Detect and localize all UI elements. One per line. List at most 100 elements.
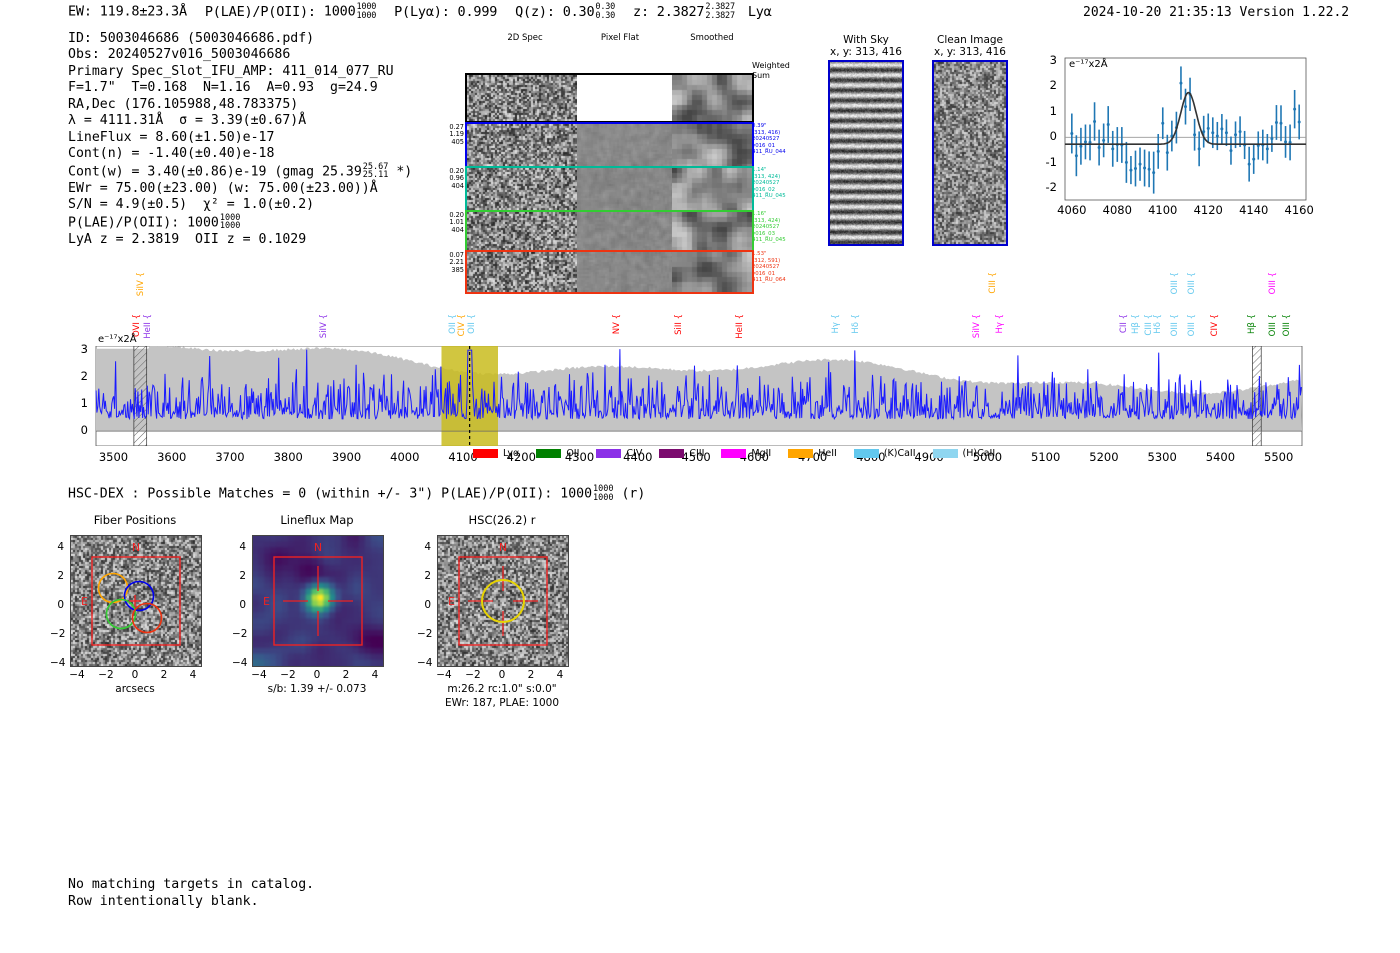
spectrum-xtick: 5000	[972, 450, 1003, 464]
fit-plot-ytick: 2	[1049, 78, 1057, 93]
thumbnail-coords: x, y: 313, 416	[934, 46, 1006, 58]
legend-item: OII	[536, 448, 579, 459]
spectrum-ytick: 3	[80, 342, 88, 357]
emission-line-label: OIII {	[1169, 314, 1180, 337]
aperture-circle	[481, 579, 525, 623]
meta-line-plae: P(LAE)/P(OII): 1000 1000 1000	[68, 213, 412, 232]
z-tag: Lyα	[747, 3, 772, 20]
svg-text:E: E	[81, 595, 88, 608]
cutout-row	[465, 166, 754, 212]
meta-line-lambda: λ = 4111.31Å σ = 3.39(±0.67)Å	[68, 113, 307, 129]
legend-label: OII	[566, 448, 580, 459]
cutout-row-stat: 405	[451, 137, 464, 146]
weighted-sum-label-1: Weighted	[752, 61, 790, 70]
cont-w-lo: 25.11	[362, 170, 389, 181]
hsc-summary-pre: HSC-DEX : Possible Matches = 0 (within +…	[68, 486, 593, 502]
cont-w-pre: Cont(w) = 3.40(±0.86)e-19 (gmag 25.39	[68, 164, 362, 180]
cutout-row-info-line: (313, 416)	[752, 129, 781, 136]
meta-line-cont-n: Cont(n) = -1.40(±0.40)e-18	[68, 146, 275, 162]
panel-xtick: −4	[251, 669, 267, 681]
meta-line-radec: RA,Dec (176.105988,48.783375)	[68, 96, 299, 112]
legend-item: Lyα	[473, 448, 519, 459]
fit-plot-ytick: 1	[1049, 103, 1057, 118]
cutout-row-stats: 0.27 1.19 405	[440, 123, 464, 146]
emission-line-label: CIV {	[456, 314, 467, 337]
legend-swatch	[596, 449, 622, 458]
panel-ytick: −4	[50, 657, 66, 669]
legend-swatch	[853, 449, 879, 458]
emission-line-fit-plot: -2 -1 0 1 2 3 4060 4080 4100 4120 4140 4160 e⁻¹⁷x2Å	[1035, 52, 1314, 222]
cutout-row	[465, 122, 754, 168]
fit-plot-xtick: 4060	[1057, 203, 1087, 217]
spectrum-xtick: 3900	[331, 450, 362, 464]
thumbnail-coords: x, y: 313, 416	[830, 46, 902, 58]
emission-line-label: OIII {	[1267, 314, 1278, 337]
emission-line-label: CIII {	[988, 272, 999, 294]
panel-xtick: −2	[280, 669, 296, 681]
panel-overlay: NE	[81, 541, 181, 646]
cutout-row-info-line: 1.14"	[752, 167, 767, 173]
meta-line-redshifts: LyA z = 2.3819 OII z = 0.1029	[68, 231, 307, 247]
fit-plot-ytick: -2	[1045, 180, 1057, 195]
panel-xtick: 2	[527, 669, 535, 681]
legend-swatch	[932, 449, 958, 458]
cutout-row-info-line: (313, 424)	[752, 173, 781, 180]
panel-ytick: −2	[232, 628, 248, 640]
spectrum-xtick: 5500	[1264, 450, 1294, 464]
cutout-row	[465, 210, 754, 254]
cutout-row-info-line: v016_02	[752, 186, 776, 193]
footer-line-2: Row intentionally blank.	[68, 894, 259, 909]
hsc-dex-summary: HSC-DEX : Possible Matches = 0 (within +…	[68, 485, 645, 502]
cutout-row-info: 1.53" (312, 591) 20240527 v016_01 411_RU_064	[752, 251, 812, 284]
legend-swatch	[536, 449, 562, 458]
fiber-circle	[105, 598, 137, 630]
panel-ytick: −4	[232, 657, 248, 669]
cutout-row-info: 0.39" (313, 416) 20240527 v016_01 411_RU_044	[752, 123, 812, 156]
spectrum-ytick: 2	[80, 369, 88, 384]
plae-line-lo: 1000	[219, 221, 241, 232]
emission-line-label: NV {	[612, 314, 623, 335]
cutout-row-info-line: 20240527	[752, 136, 780, 143]
column-title-smoothed: Smoothed	[690, 33, 734, 43]
cutout-row	[465, 250, 754, 294]
panel-xtick: 4	[371, 669, 379, 681]
panel-xtick: −4	[436, 669, 452, 681]
cutout-row-info-line: v016_01	[752, 142, 776, 149]
cutout-row-info-line: 411_RU_045	[752, 237, 786, 244]
cutout-row	[465, 73, 754, 123]
spectrum-legend: Lyα OII CIV CIII MgII HeII (K)CaII (H)CaII	[473, 448, 995, 459]
legend-swatch	[473, 449, 498, 458]
meta-line-obs: Obs: 20240527v016_5003046686	[68, 47, 291, 63]
legend-item: (H)CaII	[932, 448, 995, 459]
plae-label: P(LAE)/P(OII):	[204, 3, 316, 20]
meta-line-snr: S/N = 4.9(±0.5) χ² = 1.0(±0.2)	[68, 197, 315, 213]
hsc-summary-post: (r)	[621, 486, 646, 502]
thumbnail-title: Clean Image	[936, 34, 1004, 46]
emission-line-label: SiIV {	[319, 314, 330, 339]
panel-title: Lineflux Map	[280, 513, 354, 527]
column-title-pixel-flat: Pixel Flat	[600, 33, 640, 43]
emission-line-label: OIII {	[1187, 272, 1198, 295]
spectrum-xtick: 4400	[623, 450, 653, 464]
qz-label: Q(z): 0.30	[515, 3, 595, 20]
z-lo: 2.3827	[705, 10, 735, 21]
cont-w-post: *)	[396, 164, 413, 180]
fit-plot-xtick: 4100	[1148, 203, 1178, 217]
cutout-row-stat: 1.01	[449, 218, 464, 227]
spectrum-xtick: 5200	[1089, 450, 1119, 464]
fit-plot-ytick: 3	[1049, 52, 1057, 67]
svg-text:N: N	[132, 541, 140, 554]
panel-xtick: 4	[556, 669, 564, 681]
legend-label: Lyα	[503, 448, 520, 459]
meta-line-cont-w: Cont(w) = 3.40(±0.86)e-19 (gmag 25.39 25.…	[68, 162, 413, 181]
emission-line-label: CII {	[1119, 314, 1130, 334]
spectrum-xtick: 4200	[506, 450, 536, 464]
spectrum-xtick: 5300	[1147, 450, 1177, 464]
spectrum-xtick: 3800	[273, 450, 303, 464]
header-summary: EW: 119.8±23.3Å P(LAE)/P(OII): 1000 1000 1…	[68, 3, 772, 20]
metadata-block: ID: 5003046686 (5003046686.pdf) Obs: 202…	[68, 31, 412, 248]
panel-axis-label: arcsecs	[115, 683, 155, 695]
